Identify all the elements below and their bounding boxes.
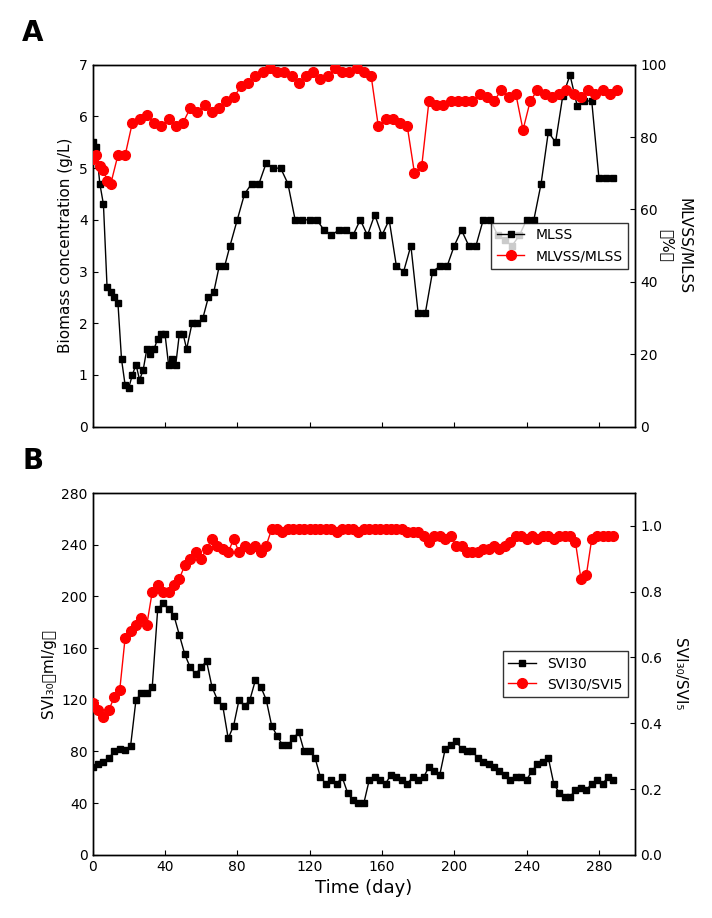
MLVSS/MLSS	[431, 99, 440, 110]
SVI30	[397, 774, 406, 785]
SVI30	[126, 741, 135, 752]
Line: MLVSS/MLSS: MLVSS/MLSS	[88, 63, 622, 189]
MLSS	[356, 215, 365, 226]
Y-axis label: Biomass concentration (g/L): Biomass concentration (g/L)	[58, 138, 73, 353]
MLVSS/MLSS	[106, 179, 115, 190]
SVI30/SVI5	[501, 540, 509, 551]
Line: SVI30: SVI30	[89, 599, 617, 807]
MLVSS/MLSS	[367, 71, 375, 82]
SVI30	[88, 761, 97, 772]
SVI30	[159, 598, 167, 609]
SVI30/SVI5	[229, 533, 238, 544]
SVI30/SVI5	[132, 619, 140, 630]
Legend: SVI30, SVI30/SVI5: SVI30, SVI30/SVI5	[503, 651, 628, 697]
Y-axis label: SVI₃₀（ml/g）: SVI₃₀（ml/g）	[41, 630, 56, 719]
Line: MLSS: MLSS	[89, 72, 617, 391]
SVI30/SVI5	[99, 711, 108, 722]
SVI30	[105, 753, 113, 764]
SVI30/SVI5	[609, 531, 617, 542]
SVI30	[360, 798, 368, 809]
MLVSS/MLSS	[88, 153, 97, 164]
MLSS	[565, 70, 574, 81]
MLVSS/MLSS	[273, 67, 281, 78]
Line: SVI30/SVI5: SVI30/SVI5	[88, 524, 618, 722]
X-axis label: Time (day): Time (day)	[315, 879, 412, 897]
SVI30/SVI5	[267, 523, 276, 534]
MLVSS/MLSS	[266, 63, 274, 74]
Text: B: B	[22, 447, 43, 475]
Text: A: A	[22, 18, 43, 47]
Y-axis label: MLVSS/MLSS
（%）: MLVSS/MLSS （%）	[659, 197, 691, 294]
SVI30	[501, 769, 509, 780]
MLSS	[179, 328, 187, 339]
SVI30	[354, 798, 362, 809]
SVI30/SVI5	[88, 698, 97, 709]
MLSS	[88, 137, 97, 148]
Y-axis label: SVI₃₀/SVI₅: SVI₃₀/SVI₅	[672, 638, 687, 711]
MLSS	[609, 174, 617, 185]
MLSS	[95, 178, 104, 189]
MLVSS/MLSS	[128, 118, 137, 129]
SVI30/SVI5	[397, 523, 406, 534]
Legend: MLSS, MLVSS/MLSS: MLSS, MLVSS/MLSS	[491, 223, 628, 269]
SVI30/SVI5	[110, 691, 118, 702]
MLSS	[478, 215, 487, 226]
MLVSS/MLSS	[446, 95, 455, 106]
MLSS	[125, 382, 133, 393]
SVI30/SVI5	[360, 523, 368, 534]
MLVSS/MLSS	[518, 125, 527, 136]
SVI30	[229, 720, 238, 731]
MLVSS/MLSS	[612, 84, 621, 95]
SVI30	[609, 774, 617, 785]
MLSS	[298, 215, 307, 226]
MLSS	[182, 343, 191, 354]
